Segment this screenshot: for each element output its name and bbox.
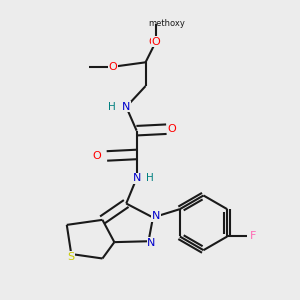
Text: N: N	[132, 173, 141, 183]
Text: O: O	[149, 37, 157, 46]
Text: N: N	[147, 238, 156, 248]
Text: N: N	[122, 102, 130, 112]
Text: F: F	[250, 232, 256, 242]
Text: methoxy: methoxy	[148, 19, 185, 28]
Text: H: H	[108, 102, 116, 112]
Text: O: O	[109, 62, 117, 72]
Text: O: O	[152, 37, 160, 46]
Text: N: N	[152, 211, 160, 221]
Text: O: O	[167, 124, 176, 134]
Text: H: H	[146, 173, 154, 183]
Text: S: S	[68, 252, 75, 262]
Text: O: O	[93, 151, 102, 161]
